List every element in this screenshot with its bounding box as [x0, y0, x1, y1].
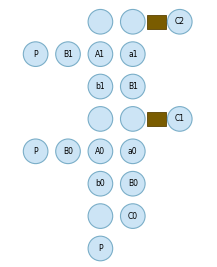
Circle shape — [88, 107, 113, 131]
Circle shape — [88, 139, 113, 164]
Text: B1: B1 — [128, 82, 138, 91]
Text: a0: a0 — [128, 147, 138, 156]
Text: C1: C1 — [175, 115, 185, 123]
Text: A1: A1 — [95, 50, 105, 59]
Text: b1: b1 — [96, 82, 105, 91]
Circle shape — [120, 74, 145, 99]
Text: C2: C2 — [175, 17, 185, 26]
Text: C0: C0 — [128, 212, 138, 221]
Circle shape — [168, 107, 192, 131]
Circle shape — [88, 9, 113, 34]
Bar — [147, 15, 166, 29]
Circle shape — [88, 171, 113, 196]
Circle shape — [88, 74, 113, 99]
Text: P: P — [98, 244, 103, 253]
Text: B1: B1 — [63, 50, 73, 59]
Text: A0: A0 — [95, 147, 105, 156]
Circle shape — [56, 139, 80, 164]
Circle shape — [23, 139, 48, 164]
Circle shape — [120, 42, 145, 66]
Circle shape — [120, 139, 145, 164]
Circle shape — [120, 204, 145, 228]
Circle shape — [120, 171, 145, 196]
Text: B0: B0 — [128, 179, 138, 188]
Circle shape — [23, 42, 48, 66]
Circle shape — [120, 9, 145, 34]
Circle shape — [88, 236, 113, 261]
Circle shape — [120, 107, 145, 131]
Text: b0: b0 — [95, 179, 105, 188]
Circle shape — [56, 42, 80, 66]
Bar — [147, 112, 166, 126]
Circle shape — [88, 42, 113, 66]
Text: P: P — [33, 147, 38, 156]
Circle shape — [88, 204, 113, 228]
Circle shape — [168, 9, 192, 34]
Text: B0: B0 — [63, 147, 73, 156]
Text: P: P — [33, 50, 38, 59]
Text: a1: a1 — [128, 50, 138, 59]
